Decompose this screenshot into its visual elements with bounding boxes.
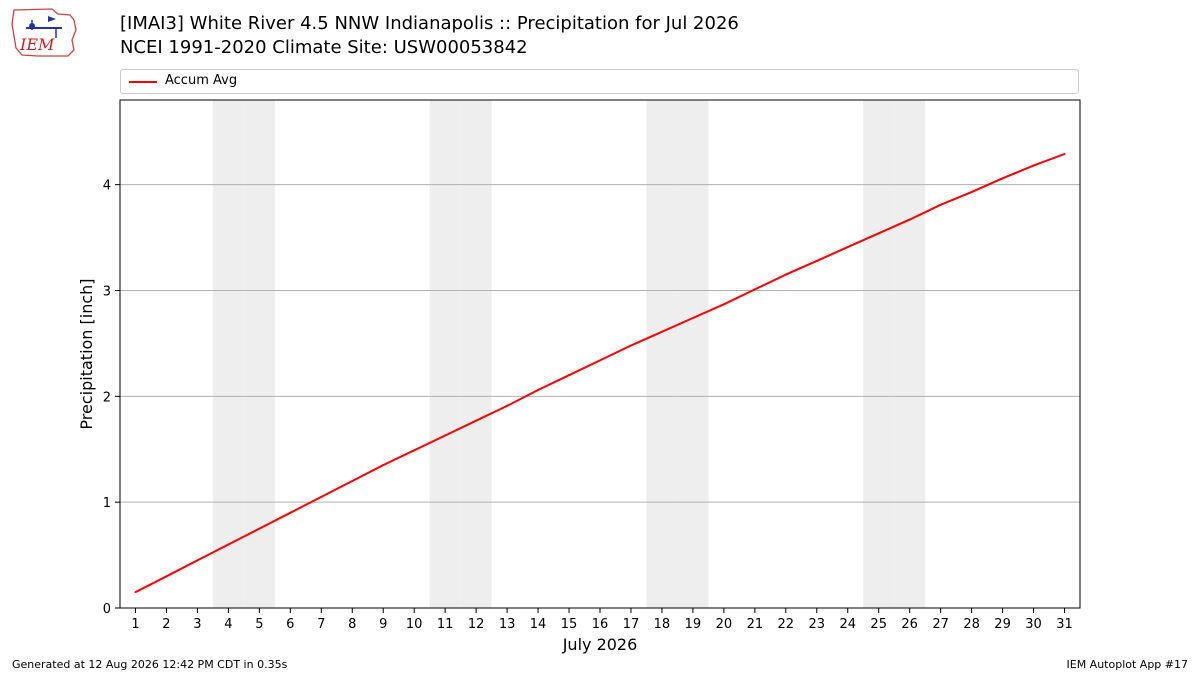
chart-subtitle: NCEI 1991-2020 Climate Site: USW00053842 [120,37,528,58]
series-point-0-19 [691,317,694,320]
xtick-label-14: 14 [530,617,547,632]
xtick-label-27: 27 [932,617,949,632]
xtick-label-23: 23 [809,617,826,632]
series-point-0-27 [939,203,942,206]
xtick-label-26: 26 [901,617,918,632]
y-axis-label: Precipitation [inch] [77,278,96,429]
xtick-label-24: 24 [839,617,856,632]
xtick-label-11: 11 [437,617,454,632]
weekend-shade-25 [863,100,895,608]
legend-swatch-accum-avg [129,81,157,83]
series-point-0-6 [289,511,292,514]
series-point-0-30 [1032,164,1035,167]
xtick-label-18: 18 [654,617,671,632]
ytick-label-1: 1 [103,496,111,511]
ytick-label-3: 3 [103,285,111,300]
series-point-0-29 [1001,177,1004,180]
series-point-0-21 [753,288,756,291]
x-axis-label: July 2026 [562,635,638,654]
xtick-label-1: 1 [131,617,139,632]
ytick-label-2: 2 [103,390,111,405]
xtick-label-3: 3 [193,617,201,632]
series-point-0-1 [134,591,137,594]
xtick-label-5: 5 [255,617,263,632]
weekend-shade-4 [212,100,244,608]
xtick-label-6: 6 [286,617,294,632]
series-point-0-23 [815,259,818,262]
xtick-label-2: 2 [162,617,170,632]
xtick-label-21: 21 [747,617,764,632]
series-point-0-31 [1063,152,1066,155]
chart-title: [IMAI3] White River 4.5 NNW Indianapolis… [120,13,739,34]
weekend-shade-19 [677,100,709,608]
series-point-0-14 [537,388,540,391]
footer-generated: Generated at 12 Aug 2026 12:42 PM CDT in… [12,658,288,671]
weekend-shade-26 [894,100,926,608]
xtick-label-13: 13 [499,617,516,632]
weekend-shade-18 [646,100,678,608]
iem-logo: IEM [11,8,77,57]
xtick-label-10: 10 [406,617,423,632]
xtick-label-29: 29 [994,617,1011,632]
series-point-0-26 [908,218,911,221]
series-point-0-18 [660,330,663,333]
ytick-label-4: 4 [103,179,111,194]
xtick-label-7: 7 [317,617,325,632]
xtick-label-30: 30 [1025,617,1042,632]
series-point-0-2 [165,575,168,578]
legend: Accum Avg [120,69,1079,94]
xtick-label-17: 17 [623,617,640,632]
series-point-0-4 [227,543,230,546]
xtick-label-4: 4 [224,617,232,632]
series-point-0-7 [320,495,323,498]
xtick-label-19: 19 [685,617,702,632]
footer-app: IEM Autoplot App #17 [1066,658,1189,671]
xtick-label-15: 15 [561,617,578,632]
series-point-0-16 [599,359,601,362]
series-point-0-24 [846,246,849,249]
series-point-0-8 [351,480,354,482]
weekend-shade-5 [243,100,275,608]
series-point-0-20 [722,303,725,306]
series-point-0-5 [258,527,261,530]
series-point-0-25 [877,232,880,235]
ytick-label-0: 0 [103,602,111,617]
series-point-0-22 [784,273,787,276]
plot-frame [119,99,1081,609]
xtick-label-28: 28 [963,617,980,632]
series-point-0-11 [444,434,447,437]
series-point-0-9 [382,464,385,467]
series-point-0-17 [629,344,632,347]
xtick-label-16: 16 [592,617,609,632]
xtick-label-25: 25 [870,617,887,632]
logo-text: IEM [19,35,55,54]
series-point-0-10 [413,449,416,452]
series-point-0-13 [506,404,509,407]
xtick-label-20: 20 [716,617,733,632]
weekend-shade-12 [460,100,492,608]
legend-label-accum-avg: Accum Avg [165,73,238,88]
series-point-0-3 [196,559,199,562]
xtick-label-22: 22 [778,617,795,632]
xtick-label-31: 31 [1056,617,1073,632]
series-point-0-12 [475,419,478,422]
xtick-label-12: 12 [468,617,485,632]
xtick-label-9: 9 [379,617,387,632]
xtick-label-8: 8 [348,617,356,632]
series-point-0-15 [568,374,571,377]
weekend-shade-11 [429,100,461,608]
series-point-0-28 [970,191,973,194]
